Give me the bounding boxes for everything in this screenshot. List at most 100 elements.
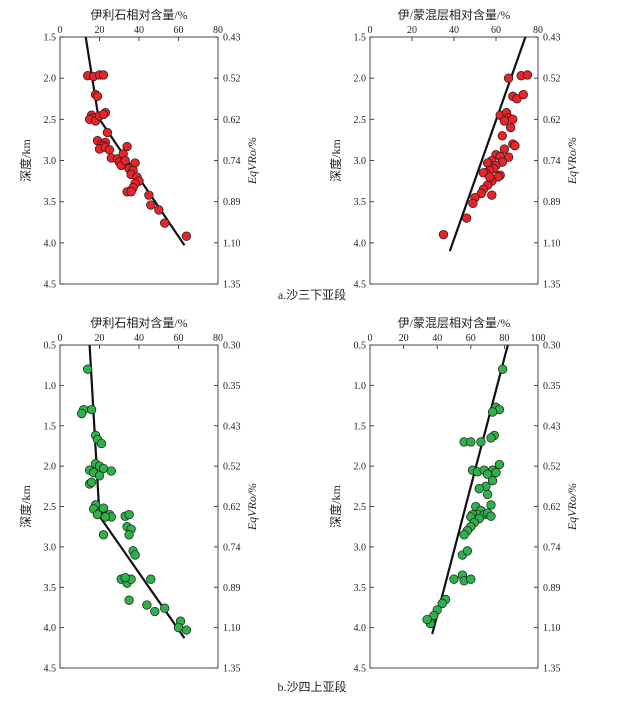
data-point [104, 145, 115, 155]
data-point [486, 500, 496, 510]
y-tick-label: 1.5 [354, 33, 367, 44]
y-tick-label: 2.5 [44, 115, 57, 126]
y-tick-label: 4.0 [354, 623, 367, 634]
y2-tick-label: 0.52 [223, 462, 241, 473]
y2-tick-label: 0.30 [223, 341, 241, 352]
data-point [466, 437, 476, 447]
y-tick-label: 2.5 [354, 502, 367, 513]
y-tick-label: 4.0 [44, 238, 57, 249]
x-tick-label: 20 [95, 333, 105, 344]
y-tick-label: 3.5 [354, 583, 367, 594]
y-axis-label: 深度/km [328, 139, 343, 182]
data-point [518, 89, 528, 100]
y2-tick-label: 0.74 [223, 156, 241, 167]
chart-title: 伊/蒙混层相对含量/% [398, 315, 511, 330]
plot-frame [369, 344, 539, 669]
data-point [499, 116, 510, 126]
data-point [486, 433, 496, 443]
y2-tick-label: 1.35 [223, 664, 241, 675]
panel-a-right: 0 20 40 60 80 1.5 0.43 2.0 0.52 2.5 0.62 3.0 0.74 3.5… [328, 7, 579, 291]
y2-tick-label: 0.43 [543, 33, 561, 44]
x-tick-label: 60 [174, 333, 184, 344]
data-point [98, 530, 109, 540]
x-tick-label: 60 [174, 25, 184, 36]
data-point [438, 229, 449, 240]
data-point [94, 471, 105, 481]
data-point [503, 152, 514, 162]
caption-b: b.沙四上亚段 [277, 679, 346, 694]
y2-tick-label: 0.89 [543, 583, 561, 594]
y2-axis-label: EqVRo/% [245, 137, 259, 185]
y2-tick-label: 0.52 [543, 462, 561, 473]
y-tick-label: 1.0 [354, 381, 367, 392]
y-tick-label: 4.5 [354, 664, 367, 675]
data-point [124, 595, 134, 605]
data-point [146, 200, 156, 210]
y-axis-label: 深度/km [328, 485, 343, 528]
data-point [96, 438, 107, 449]
data-point [422, 614, 432, 625]
y-tick-label: 1.5 [354, 421, 367, 432]
y2-tick-label: 1.35 [543, 280, 561, 291]
data-point [437, 598, 447, 609]
data-point [461, 213, 472, 223]
y-tick-label: 4.5 [44, 280, 57, 291]
x-tick-label: 60 [466, 333, 476, 344]
data-point [503, 73, 514, 83]
y-tick-label: 0.5 [354, 341, 367, 352]
data-point [173, 622, 184, 633]
x-tick-label: 0 [58, 25, 63, 36]
data-point [482, 469, 493, 479]
y2-tick-label: 0.89 [223, 197, 241, 208]
data-point [154, 205, 164, 215]
y2-tick-label: 0.89 [223, 583, 241, 594]
data-point [508, 114, 518, 124]
data-point [510, 141, 520, 151]
x-tick-label: 20 [399, 333, 409, 344]
data-point [126, 187, 136, 197]
y2-tick-label: 0.35 [543, 381, 561, 392]
x-tick-label: 40 [134, 25, 144, 36]
data-point [462, 546, 473, 556]
y2-tick-label: 1.10 [223, 623, 241, 634]
x-tick-label: 40 [134, 333, 144, 344]
panel-b-left: 0 20 40 60 80 0.5 0.30 1.0 0.35 1.5 0.43 2.0 0.52 2.5… [18, 315, 259, 675]
y2-tick-label: 0.62 [543, 502, 561, 513]
x-tick-label: 0 [368, 25, 373, 36]
y-tick-label: 2.5 [354, 115, 367, 126]
caption-a: a.沙三下亚段 [278, 287, 346, 302]
x-tick-label: 60 [491, 25, 501, 36]
y2-tick-label: 0.52 [223, 74, 241, 85]
data-point [120, 572, 130, 583]
y-tick-label: 2.0 [44, 74, 57, 85]
y2-tick-label: 0.52 [543, 74, 561, 85]
y-tick-label: 2.5 [44, 502, 57, 513]
y2-tick-label: 0.89 [543, 197, 561, 208]
data-point [466, 574, 476, 584]
y2-tick-label: 0.74 [543, 542, 561, 553]
data-point [124, 509, 134, 520]
chart-title: 伊利石相对含量/% [90, 315, 187, 330]
x-tick-label: 0 [58, 333, 63, 344]
y2-tick-label: 0.74 [543, 156, 561, 167]
data-point [160, 218, 170, 228]
data-point [498, 364, 508, 374]
data-point [429, 610, 439, 621]
y-tick-label: 3.5 [44, 583, 57, 594]
data-point [92, 91, 103, 101]
y-tick-label: 2.0 [44, 462, 57, 473]
data-point [468, 198, 478, 208]
data-point [124, 530, 134, 540]
x-tick-label: 100 [531, 333, 546, 344]
data-point [449, 574, 459, 584]
data-point [130, 550, 140, 560]
y-tick-label: 0.5 [44, 341, 57, 352]
y-tick-label: 4.5 [44, 664, 57, 675]
y2-tick-label: 1.10 [223, 238, 241, 249]
panel-b-right: 0 20 40 60 80 100 0.5 0.30 1.0 0.35 1.5 0.43 2.0 0.52… [328, 315, 579, 675]
data-point [485, 172, 495, 182]
data-point [83, 364, 93, 374]
y2-tick-label: 0.43 [543, 421, 561, 432]
data-point [102, 127, 113, 138]
